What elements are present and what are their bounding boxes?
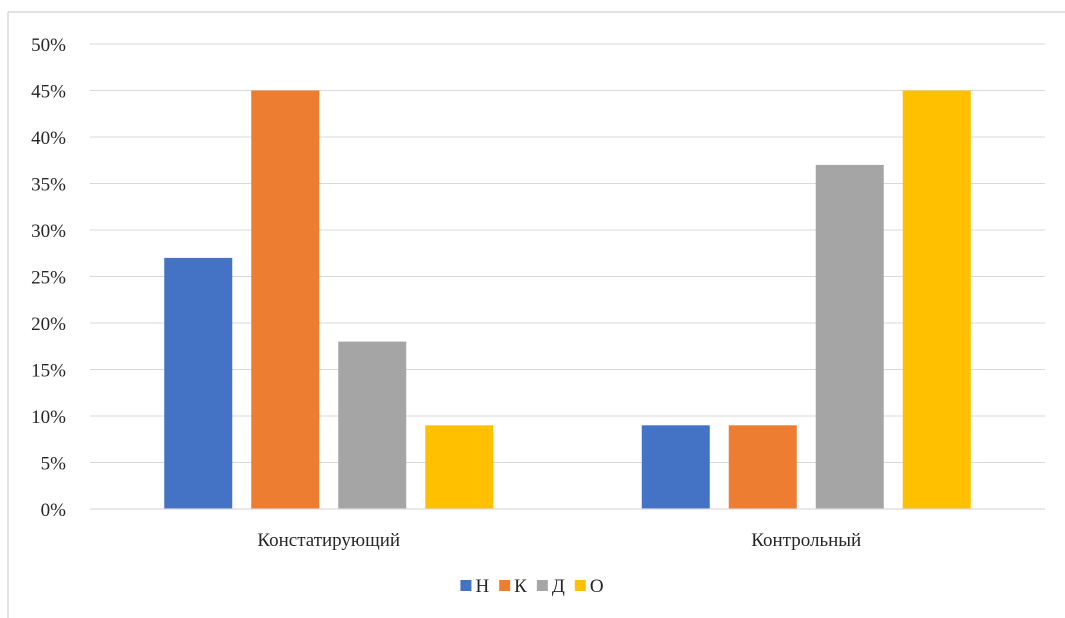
- y-tick-label: 5%: [41, 454, 67, 475]
- legend-swatch: [536, 580, 548, 591]
- y-tick-label: 50%: [31, 35, 66, 56]
- legend-label: Н: [475, 576, 489, 597]
- bar: [338, 341, 407, 509]
- y-tick-label: 25%: [31, 268, 66, 289]
- legend-label: К: [514, 576, 527, 597]
- bar: [425, 425, 494, 509]
- legend-swatch: [499, 580, 511, 591]
- y-axis-tick-labels: 0% 5% 10% 15% 20% 25% 30% 35% 40% 45% 50%: [31, 35, 66, 521]
- y-tick-label: 30%: [31, 221, 66, 242]
- legend-label: Д: [552, 576, 565, 597]
- y-tick-label: 0%: [41, 500, 67, 521]
- bar: [641, 425, 710, 509]
- bar: [728, 425, 797, 509]
- category-label: Констатирующий: [257, 530, 400, 551]
- y-tick-label: 45%: [31, 82, 66, 103]
- legend-label: О: [590, 576, 604, 597]
- legend-item: Н: [460, 576, 489, 597]
- bar: [251, 90, 320, 509]
- category-label: Контрольный: [751, 530, 861, 551]
- legend-item: Д: [536, 576, 565, 597]
- legend-swatch: [574, 580, 586, 591]
- bar: [815, 164, 884, 509]
- legend-item: К: [499, 576, 527, 597]
- legend-swatch: [460, 580, 472, 591]
- gridlines: [90, 43, 1045, 463]
- y-tick-label: 35%: [31, 175, 66, 196]
- y-tick-label: 20%: [31, 314, 66, 335]
- y-tick-label: 40%: [31, 128, 66, 149]
- bars: [164, 90, 971, 509]
- bar: [164, 257, 233, 509]
- y-tick-label: 10%: [31, 407, 66, 428]
- bar: [902, 90, 971, 509]
- legend-item: О: [574, 576, 604, 597]
- chart-frame-border: [7, 11, 1065, 618]
- category-labels: Констатирующий Контрольный: [257, 530, 861, 551]
- y-tick-label: 15%: [31, 361, 66, 382]
